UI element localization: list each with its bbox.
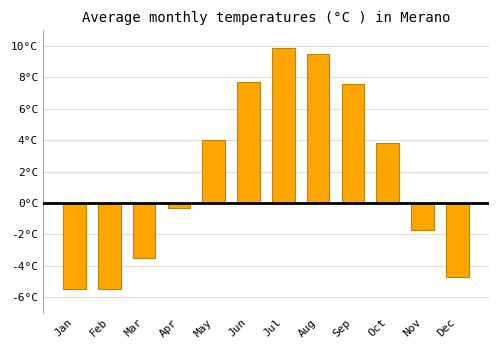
Bar: [446, 203, 468, 276]
Bar: [63, 203, 86, 289]
Bar: [202, 140, 225, 203]
Title: Average monthly temperatures (°C ) in Merano: Average monthly temperatures (°C ) in Me…: [82, 11, 450, 25]
Bar: [342, 84, 364, 203]
Bar: [168, 203, 190, 208]
Bar: [411, 203, 434, 230]
Bar: [237, 82, 260, 203]
Bar: [307, 54, 330, 203]
Bar: [133, 203, 156, 258]
Bar: [272, 48, 294, 203]
Bar: [98, 203, 120, 289]
Bar: [376, 143, 399, 203]
